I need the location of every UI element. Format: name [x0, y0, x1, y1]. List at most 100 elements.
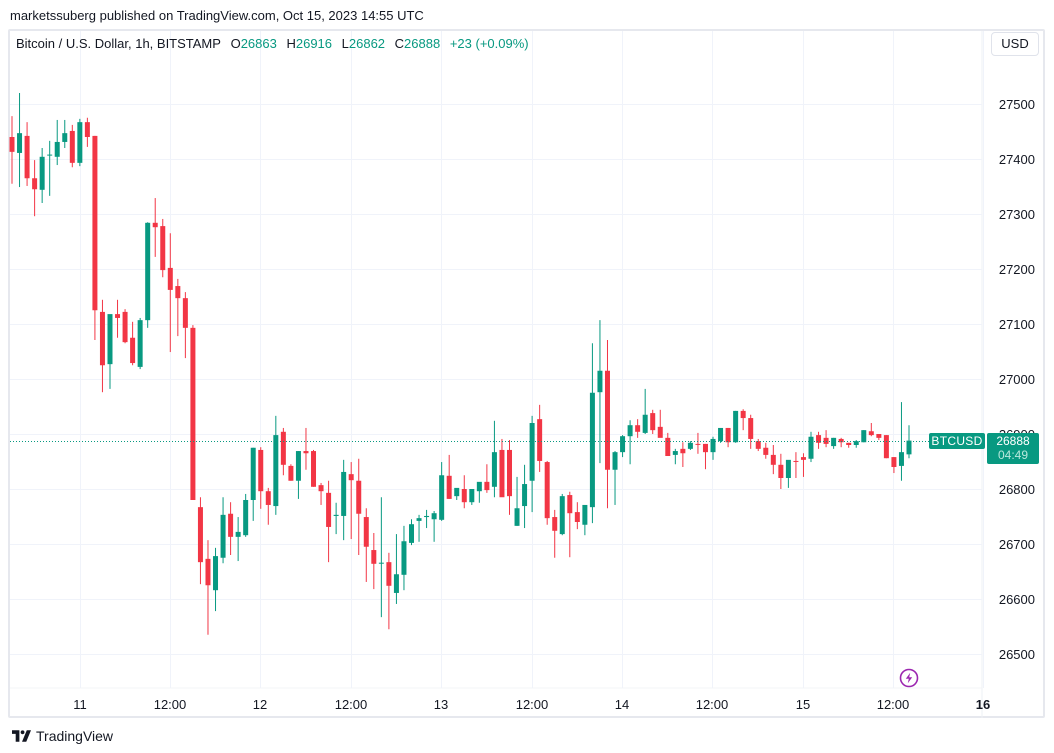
candle [785, 459, 791, 488]
candle [725, 427, 731, 448]
candle [32, 160, 38, 217]
candle [243, 493, 249, 537]
candle [416, 514, 422, 542]
candle [235, 517, 241, 562]
candle [680, 442, 686, 467]
time-tick-label: 11 [73, 697, 87, 712]
candle [484, 464, 490, 493]
candle [47, 140, 53, 196]
time-axis: 11 12:00 12 12:00 13 12:00 14 12:00 15 12:00 16 [73, 697, 990, 712]
time-tick-label: 16 [976, 697, 990, 712]
candle [145, 222, 151, 328]
low-label: L [341, 36, 349, 51]
candle [24, 122, 30, 186]
candles [9, 93, 912, 635]
candle [333, 502, 339, 535]
candle [589, 343, 595, 524]
currency-button[interactable]: USD [991, 32, 1039, 56]
candle [514, 476, 520, 526]
price-tick-label: 27100 [999, 317, 1035, 332]
last-price-value: 26888 [996, 434, 1030, 448]
candle [401, 525, 407, 591]
candle [883, 435, 889, 459]
candle [838, 437, 844, 448]
close-label: C [394, 36, 405, 51]
candle [635, 419, 641, 438]
time-tick-label: 13 [434, 697, 448, 712]
candle [559, 493, 565, 536]
change-value: +23 (+0.09%) [449, 36, 529, 51]
candle [356, 458, 362, 555]
candle [311, 449, 317, 487]
candle [604, 339, 610, 509]
candle [627, 420, 633, 465]
candle [409, 519, 415, 546]
price-tick-label: 26700 [999, 537, 1035, 552]
bar-countdown: 04:49 [997, 448, 1029, 462]
candle [718, 427, 724, 443]
candle [748, 414, 754, 449]
price-tick-label: 26600 [999, 592, 1035, 607]
candle [657, 409, 663, 438]
candle [476, 481, 482, 503]
price-tick-label: 27400 [999, 152, 1035, 167]
candle [175, 278, 181, 337]
candle [77, 118, 83, 167]
candle [17, 93, 23, 188]
price-axis: 2750027400273002720027100270002690026800… [999, 97, 1035, 662]
chart-legend: Bitcoin / U.S. Dollar, 1h, BITSTAMP O268… [16, 36, 529, 51]
candle [582, 504, 588, 536]
chart-grid [10, 31, 984, 718]
candle [733, 410, 739, 443]
lightning-icon[interactable] [899, 668, 919, 688]
chart-frame [8, 29, 1045, 718]
candle [846, 442, 852, 448]
candle [665, 432, 671, 456]
candle [650, 409, 656, 434]
candle [567, 491, 573, 558]
candle [167, 233, 173, 353]
candle [371, 533, 377, 590]
candle [318, 482, 324, 505]
candle [378, 497, 384, 618]
candle [861, 430, 867, 443]
time-tick-label: 12 [253, 697, 267, 712]
candle [99, 299, 105, 393]
price-tick-label: 26500 [999, 647, 1035, 662]
candle [597, 320, 603, 464]
candle [273, 415, 279, 515]
candle [190, 325, 196, 500]
candle [620, 435, 626, 458]
candle [386, 552, 392, 630]
price-tick-label: 27200 [999, 262, 1035, 277]
time-tick-label: 15 [796, 697, 810, 712]
candle [160, 218, 166, 278]
symbol-description: Bitcoin / U.S. Dollar, 1h, BITSTAMP [16, 36, 221, 51]
last-price-tag: 26888 04:49 [987, 433, 1039, 464]
candle [348, 462, 354, 540]
candle [612, 451, 618, 505]
candle [39, 148, 45, 203]
footer: TradingView [12, 728, 113, 744]
candle [763, 442, 769, 459]
candle [461, 475, 467, 509]
candle [687, 441, 693, 450]
time-tick-label: 12:00 [335, 697, 368, 712]
candle [92, 135, 98, 340]
time-tick-label: 12:00 [154, 697, 187, 712]
candle [84, 117, 90, 147]
candle [755, 438, 761, 452]
candle [303, 427, 309, 470]
candle [695, 432, 701, 454]
candle [740, 409, 746, 431]
candle [439, 462, 445, 521]
candle [710, 436, 716, 460]
candle [130, 321, 136, 366]
symbol-price-tag: BTCUSD [929, 433, 985, 449]
candle [552, 509, 558, 558]
candle [808, 431, 814, 463]
candle [295, 451, 301, 499]
tradingview-logo-icon [12, 730, 31, 742]
publisher-line: marketssuberg published on TradingView.c… [10, 8, 424, 23]
